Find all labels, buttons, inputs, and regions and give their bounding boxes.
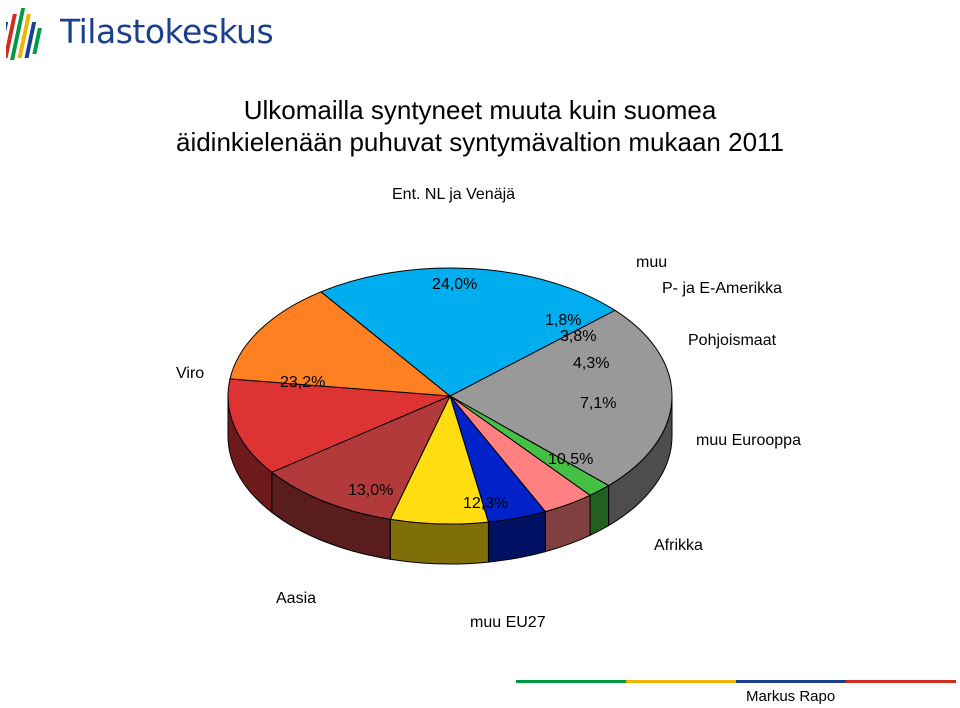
value-afrikka: 10,5% [548, 451, 594, 468]
value-muu-eurooppa: 7,1% [580, 395, 617, 412]
label-pohjoismaat: Pohjoismaat [688, 332, 777, 349]
logo-bars-icon [0, 8, 42, 60]
tilastokeskus-logo: Tilastokeskus [0, 4, 274, 66]
slice-muu-eu27 [227, 378, 451, 473]
label-ent-nl: Ent. NL ja Venäjä [392, 186, 516, 203]
value-amerikka: 3,8% [560, 328, 597, 345]
slice-ent-nl-ja-ven-j [448, 309, 673, 487]
chart-title-line1: Ulkomailla syntyneet muuta kuin suomea [243, 95, 717, 125]
label-muu-eu27: muu EU27 [470, 614, 546, 631]
slice-afrikka [270, 395, 452, 520]
footer-color-stripe [516, 680, 956, 683]
label-viro: Viro [176, 365, 205, 382]
value-ent-nl: 24,0% [432, 276, 478, 293]
slice-side-muu-eurooppa [389, 518, 489, 565]
author-name: Markus Rapo [746, 688, 836, 705]
label-afrikka: Afrikka [654, 537, 703, 554]
label-aasia: Aasia [276, 590, 317, 607]
value-viro: 23,2% [280, 374, 326, 391]
value-pohjoismaat: 4,3% [573, 355, 610, 372]
label-muu: muu [636, 254, 668, 271]
chart-title: Ulkomailla syntyneet muuta kuin suomea ä… [100, 94, 860, 158]
slice-aasia [229, 291, 452, 397]
chart-title-line2: äidinkielenään puhuvat syntymävaltion mu… [175, 127, 785, 157]
value-muu: 1,8% [545, 312, 582, 329]
value-muu-eu27: 12,3% [463, 495, 509, 512]
value-aasia: 13,0% [348, 482, 394, 499]
slice-viro [320, 267, 616, 397]
label-muu-eurooppa: muu Eurooppa [696, 432, 801, 449]
logo-text: Tilastokeskus [60, 12, 274, 51]
label-amerikka: P- ja E-Amerikka [662, 280, 783, 297]
